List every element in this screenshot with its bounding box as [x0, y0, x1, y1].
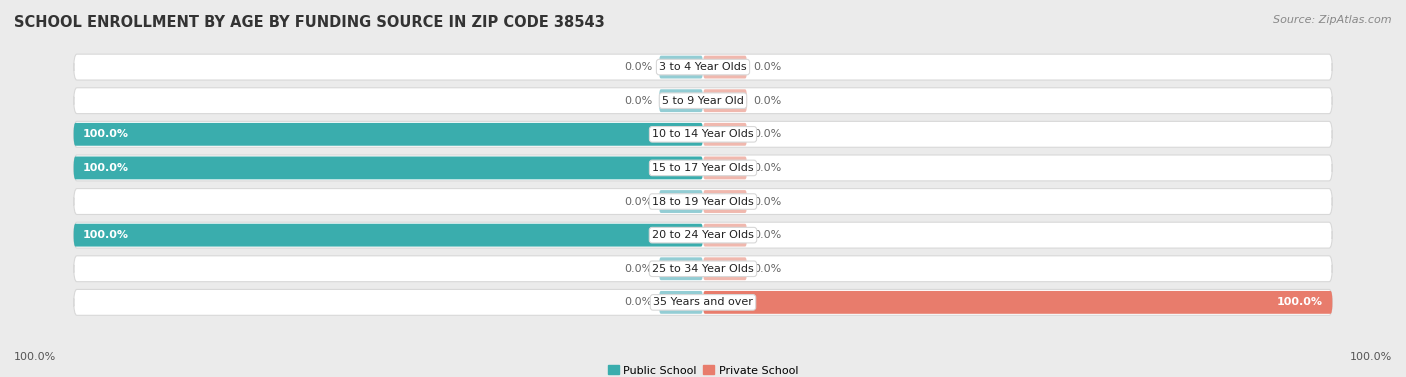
- FancyBboxPatch shape: [703, 56, 747, 78]
- Legend: Public School, Private School: Public School, Private School: [603, 361, 803, 377]
- Text: 25 to 34 Year Olds: 25 to 34 Year Olds: [652, 264, 754, 274]
- Text: 0.0%: 0.0%: [624, 297, 652, 307]
- FancyBboxPatch shape: [703, 89, 747, 112]
- Text: 5 to 9 Year Old: 5 to 9 Year Old: [662, 96, 744, 106]
- Text: 35 Years and over: 35 Years and over: [652, 297, 754, 307]
- Text: 0.0%: 0.0%: [754, 230, 782, 240]
- FancyBboxPatch shape: [73, 156, 703, 179]
- FancyBboxPatch shape: [659, 291, 703, 314]
- FancyBboxPatch shape: [659, 56, 703, 78]
- Text: 100.0%: 100.0%: [1350, 352, 1392, 362]
- Text: 0.0%: 0.0%: [754, 264, 782, 274]
- Text: 0.0%: 0.0%: [754, 196, 782, 207]
- Text: 0.0%: 0.0%: [624, 62, 652, 72]
- FancyBboxPatch shape: [73, 188, 1333, 215]
- Text: 0.0%: 0.0%: [754, 62, 782, 72]
- FancyBboxPatch shape: [659, 89, 703, 112]
- FancyBboxPatch shape: [73, 290, 1333, 315]
- Text: 0.0%: 0.0%: [754, 96, 782, 106]
- FancyBboxPatch shape: [73, 222, 1333, 248]
- Text: SCHOOL ENROLLMENT BY AGE BY FUNDING SOURCE IN ZIP CODE 38543: SCHOOL ENROLLMENT BY AGE BY FUNDING SOUR…: [14, 15, 605, 30]
- FancyBboxPatch shape: [703, 156, 747, 179]
- Text: 18 to 19 Year Olds: 18 to 19 Year Olds: [652, 196, 754, 207]
- FancyBboxPatch shape: [73, 256, 1333, 282]
- Text: Source: ZipAtlas.com: Source: ZipAtlas.com: [1274, 15, 1392, 25]
- FancyBboxPatch shape: [703, 190, 747, 213]
- Text: 100.0%: 100.0%: [83, 129, 129, 139]
- Text: 100.0%: 100.0%: [14, 352, 56, 362]
- Text: 10 to 14 Year Olds: 10 to 14 Year Olds: [652, 129, 754, 139]
- FancyBboxPatch shape: [73, 155, 1333, 181]
- Text: 0.0%: 0.0%: [624, 196, 652, 207]
- FancyBboxPatch shape: [703, 257, 747, 280]
- FancyBboxPatch shape: [73, 88, 1333, 113]
- Text: 0.0%: 0.0%: [754, 129, 782, 139]
- Text: 100.0%: 100.0%: [83, 163, 129, 173]
- Text: 100.0%: 100.0%: [1277, 297, 1323, 307]
- FancyBboxPatch shape: [703, 291, 1333, 314]
- Text: 0.0%: 0.0%: [624, 264, 652, 274]
- Text: 15 to 17 Year Olds: 15 to 17 Year Olds: [652, 163, 754, 173]
- FancyBboxPatch shape: [73, 54, 1333, 80]
- Text: 0.0%: 0.0%: [754, 163, 782, 173]
- Text: 100.0%: 100.0%: [83, 230, 129, 240]
- FancyBboxPatch shape: [659, 257, 703, 280]
- Text: 20 to 24 Year Olds: 20 to 24 Year Olds: [652, 230, 754, 240]
- FancyBboxPatch shape: [73, 224, 703, 247]
- FancyBboxPatch shape: [73, 121, 1333, 147]
- Text: 0.0%: 0.0%: [624, 96, 652, 106]
- FancyBboxPatch shape: [659, 190, 703, 213]
- FancyBboxPatch shape: [73, 123, 703, 146]
- FancyBboxPatch shape: [703, 224, 747, 247]
- Text: 3 to 4 Year Olds: 3 to 4 Year Olds: [659, 62, 747, 72]
- FancyBboxPatch shape: [703, 123, 747, 146]
